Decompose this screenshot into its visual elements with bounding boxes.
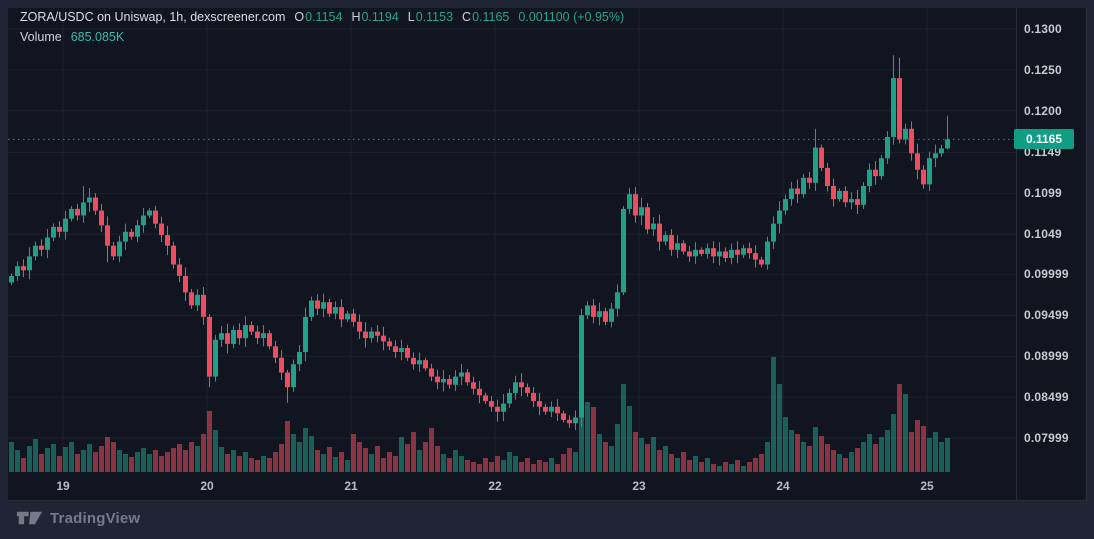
price-axis-tick: 0.1099 — [1024, 186, 1062, 201]
time-axis-tick: 25 — [920, 479, 934, 493]
tradingview-logo-text: TradingView — [50, 509, 141, 527]
time-axis-tick: 20 — [200, 479, 214, 493]
time-axis[interactable]: 19 20 21 22 23 24 25 — [8, 471, 1016, 500]
price-axis-tick: 0.09499 — [1024, 308, 1069, 323]
high-label: H — [351, 10, 361, 24]
low-value: 0.1153 — [415, 10, 454, 24]
open-readout: O 0.1154 — [294, 10, 342, 24]
price-axis-tick: 0.1300 — [1024, 22, 1062, 36]
time-axis-tick: 24 — [776, 479, 790, 493]
open-label: O — [294, 10, 305, 24]
low-label: L — [407, 10, 415, 24]
close-value: 0.1165 — [472, 10, 510, 24]
time-axis-tick: 23 — [632, 479, 646, 493]
price-axis-tick: 0.07999 — [1024, 431, 1069, 445]
price-axis-tick: 0.1250 — [1024, 62, 1062, 77]
low-readout: L 0.1153 — [408, 10, 453, 24]
volume-value: 685.085K — [70, 30, 125, 44]
price-axis-tick: 0.1049 — [1024, 227, 1062, 242]
tradingview-logo-icon — [16, 511, 43, 525]
volume-label: Volume — [20, 30, 62, 44]
current-price-badge: 0.1165 — [1014, 129, 1074, 150]
symbol-title: ZORA/USDC on Uniswap, 1h, dexscreener.co… — [20, 10, 286, 24]
high-value: 0.1194 — [361, 10, 399, 24]
volume-indicator-row[interactable]: Volume 685.085K — [20, 30, 124, 44]
high-readout: H 0.1194 — [351, 10, 398, 24]
price-axis-tick: 0.1200 — [1024, 103, 1062, 118]
price-axis-tick: 0.08499 — [1024, 390, 1069, 405]
price-axis-tick: 0.09999 — [1024, 267, 1069, 282]
close-readout: C 0.1165 — [462, 10, 509, 24]
open-value: 0.1154 — [305, 10, 343, 24]
price-axis-tick: 0.08999 — [1024, 349, 1069, 364]
time-axis-tick: 21 — [344, 479, 358, 493]
tradingview-logo[interactable]: TradingView — [16, 507, 140, 529]
close-label: C — [462, 10, 472, 24]
symbol-header[interactable]: ZORA/USDC on Uniswap, 1h, dexscreener.co… — [20, 10, 624, 24]
price-axis[interactable]: 0.1300 0.1250 0.1200 0.1149 0.1099 0.1049 0.09… — [1016, 8, 1087, 500]
time-axis-tick: 22 — [488, 479, 502, 493]
change-value: 0.001100 (+0.95%) — [518, 10, 625, 24]
time-axis-tick: 19 — [56, 479, 70, 493]
